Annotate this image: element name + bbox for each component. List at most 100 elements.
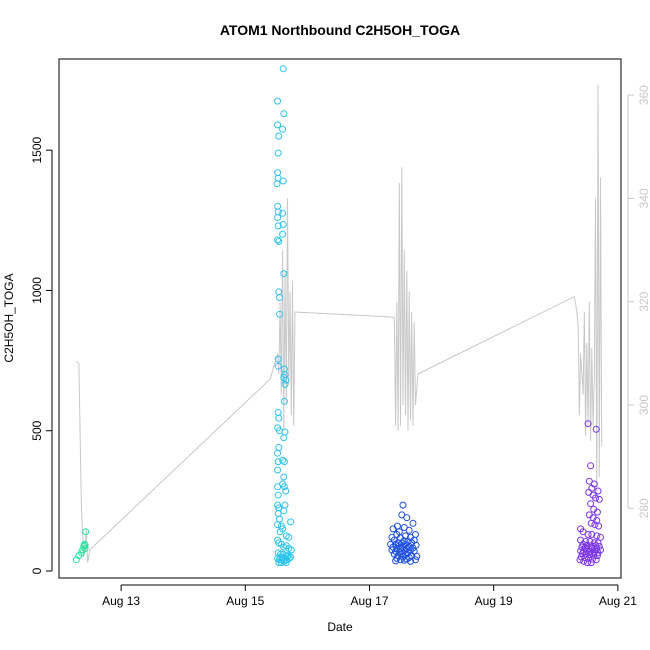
y-axis-label: C2H5OH_TOGA — [2, 273, 16, 362]
data-point — [273, 180, 281, 188]
data-point — [587, 519, 595, 527]
y2-tick-label: 280 — [637, 498, 650, 518]
y2-tick-label: 300 — [637, 395, 650, 415]
data-point — [275, 414, 283, 422]
y-tick-label: 500 — [30, 420, 44, 440]
data-point — [285, 533, 293, 541]
data-point — [275, 288, 283, 296]
data-point — [593, 508, 601, 516]
data-point — [275, 237, 283, 245]
data-point — [280, 434, 288, 442]
data-point — [280, 507, 288, 515]
data-point — [595, 495, 603, 503]
data-point — [280, 397, 288, 405]
data-point — [276, 515, 283, 523]
data-point — [274, 355, 282, 363]
data-point — [279, 230, 287, 238]
data-point — [399, 501, 407, 509]
data-point — [276, 294, 283, 301]
data-point — [280, 110, 288, 118]
data-point — [591, 521, 599, 529]
data-point — [279, 125, 287, 133]
data-point — [81, 545, 89, 552]
data-point — [274, 214, 282, 221]
data-point — [274, 449, 282, 457]
data-point — [281, 428, 289, 436]
data-point — [393, 522, 401, 530]
data-point — [587, 500, 595, 508]
y2-tick-label: 360 — [637, 85, 650, 105]
data-point — [274, 149, 282, 157]
data-point — [274, 483, 282, 491]
data-point — [280, 270, 288, 278]
data-point — [588, 555, 596, 563]
axes-group: Aug 13 Aug 15 Aug 17 Aug 19 Aug 21 0 500 1000 15… — [30, 85, 650, 608]
data-point — [274, 362, 282, 370]
chart-title: ATOM1 Northbound C2H5OH_TOGA — [220, 22, 460, 38]
data-point — [588, 531, 596, 538]
y-tick-label: 1500 — [30, 137, 44, 164]
data-point — [280, 483, 288, 491]
data-point — [275, 132, 283, 140]
data-point — [592, 425, 600, 433]
data-point — [279, 65, 287, 73]
plot-frame — [58, 58, 622, 579]
data-point — [284, 552, 291, 560]
y2-tick-label: 340 — [637, 188, 650, 208]
data-point — [276, 310, 283, 318]
data-point — [281, 380, 289, 388]
data-point — [274, 510, 282, 517]
data-point — [274, 409, 282, 416]
data-point — [275, 444, 283, 451]
data-point — [412, 556, 419, 564]
data-point — [405, 526, 413, 534]
data-point — [587, 462, 595, 470]
data-point — [593, 552, 601, 560]
data-point — [280, 458, 288, 466]
data-point — [585, 488, 593, 496]
x-tick-label: Aug 21 — [599, 594, 637, 608]
data-point — [584, 559, 591, 567]
data-point — [576, 556, 584, 564]
data-point — [280, 473, 288, 481]
data-point — [282, 376, 290, 384]
data-point — [279, 209, 287, 217]
data-point — [274, 521, 282, 529]
data-point — [578, 543, 586, 551]
x-tick-label: Aug 17 — [350, 594, 388, 608]
data-point — [413, 552, 421, 560]
data-point — [287, 546, 295, 554]
line-series — [76, 84, 603, 563]
data-point — [276, 528, 284, 536]
data-point — [407, 557, 414, 565]
data-point — [81, 541, 89, 549]
data-point — [592, 494, 599, 502]
data-point — [392, 557, 400, 565]
scatter-points-group — [72, 65, 604, 567]
data-point — [274, 169, 282, 177]
x-tick-label: Aug 19 — [475, 594, 513, 608]
data-point — [281, 501, 289, 509]
y-tick-label: 1000 — [30, 277, 44, 304]
data-point — [279, 221, 287, 228]
data-point — [274, 97, 282, 105]
y-tick-label: 0 — [30, 567, 44, 574]
x-tick-label: Aug 15 — [226, 594, 264, 608]
data-point — [274, 121, 282, 129]
x-axis-label: Date — [327, 620, 353, 634]
x-tick-label: Aug 13 — [102, 594, 140, 608]
data-point — [594, 487, 602, 495]
data-point — [597, 533, 604, 541]
data-point — [587, 559, 595, 567]
data-point — [274, 202, 282, 210]
data-point — [274, 466, 282, 474]
data-point — [397, 556, 404, 564]
data-point — [580, 557, 588, 565]
data-point — [274, 222, 282, 230]
data-point — [595, 522, 603, 530]
data-point — [82, 528, 90, 536]
data-point — [584, 420, 592, 428]
data-point — [279, 456, 287, 464]
y2-tick-label: 320 — [637, 291, 650, 311]
